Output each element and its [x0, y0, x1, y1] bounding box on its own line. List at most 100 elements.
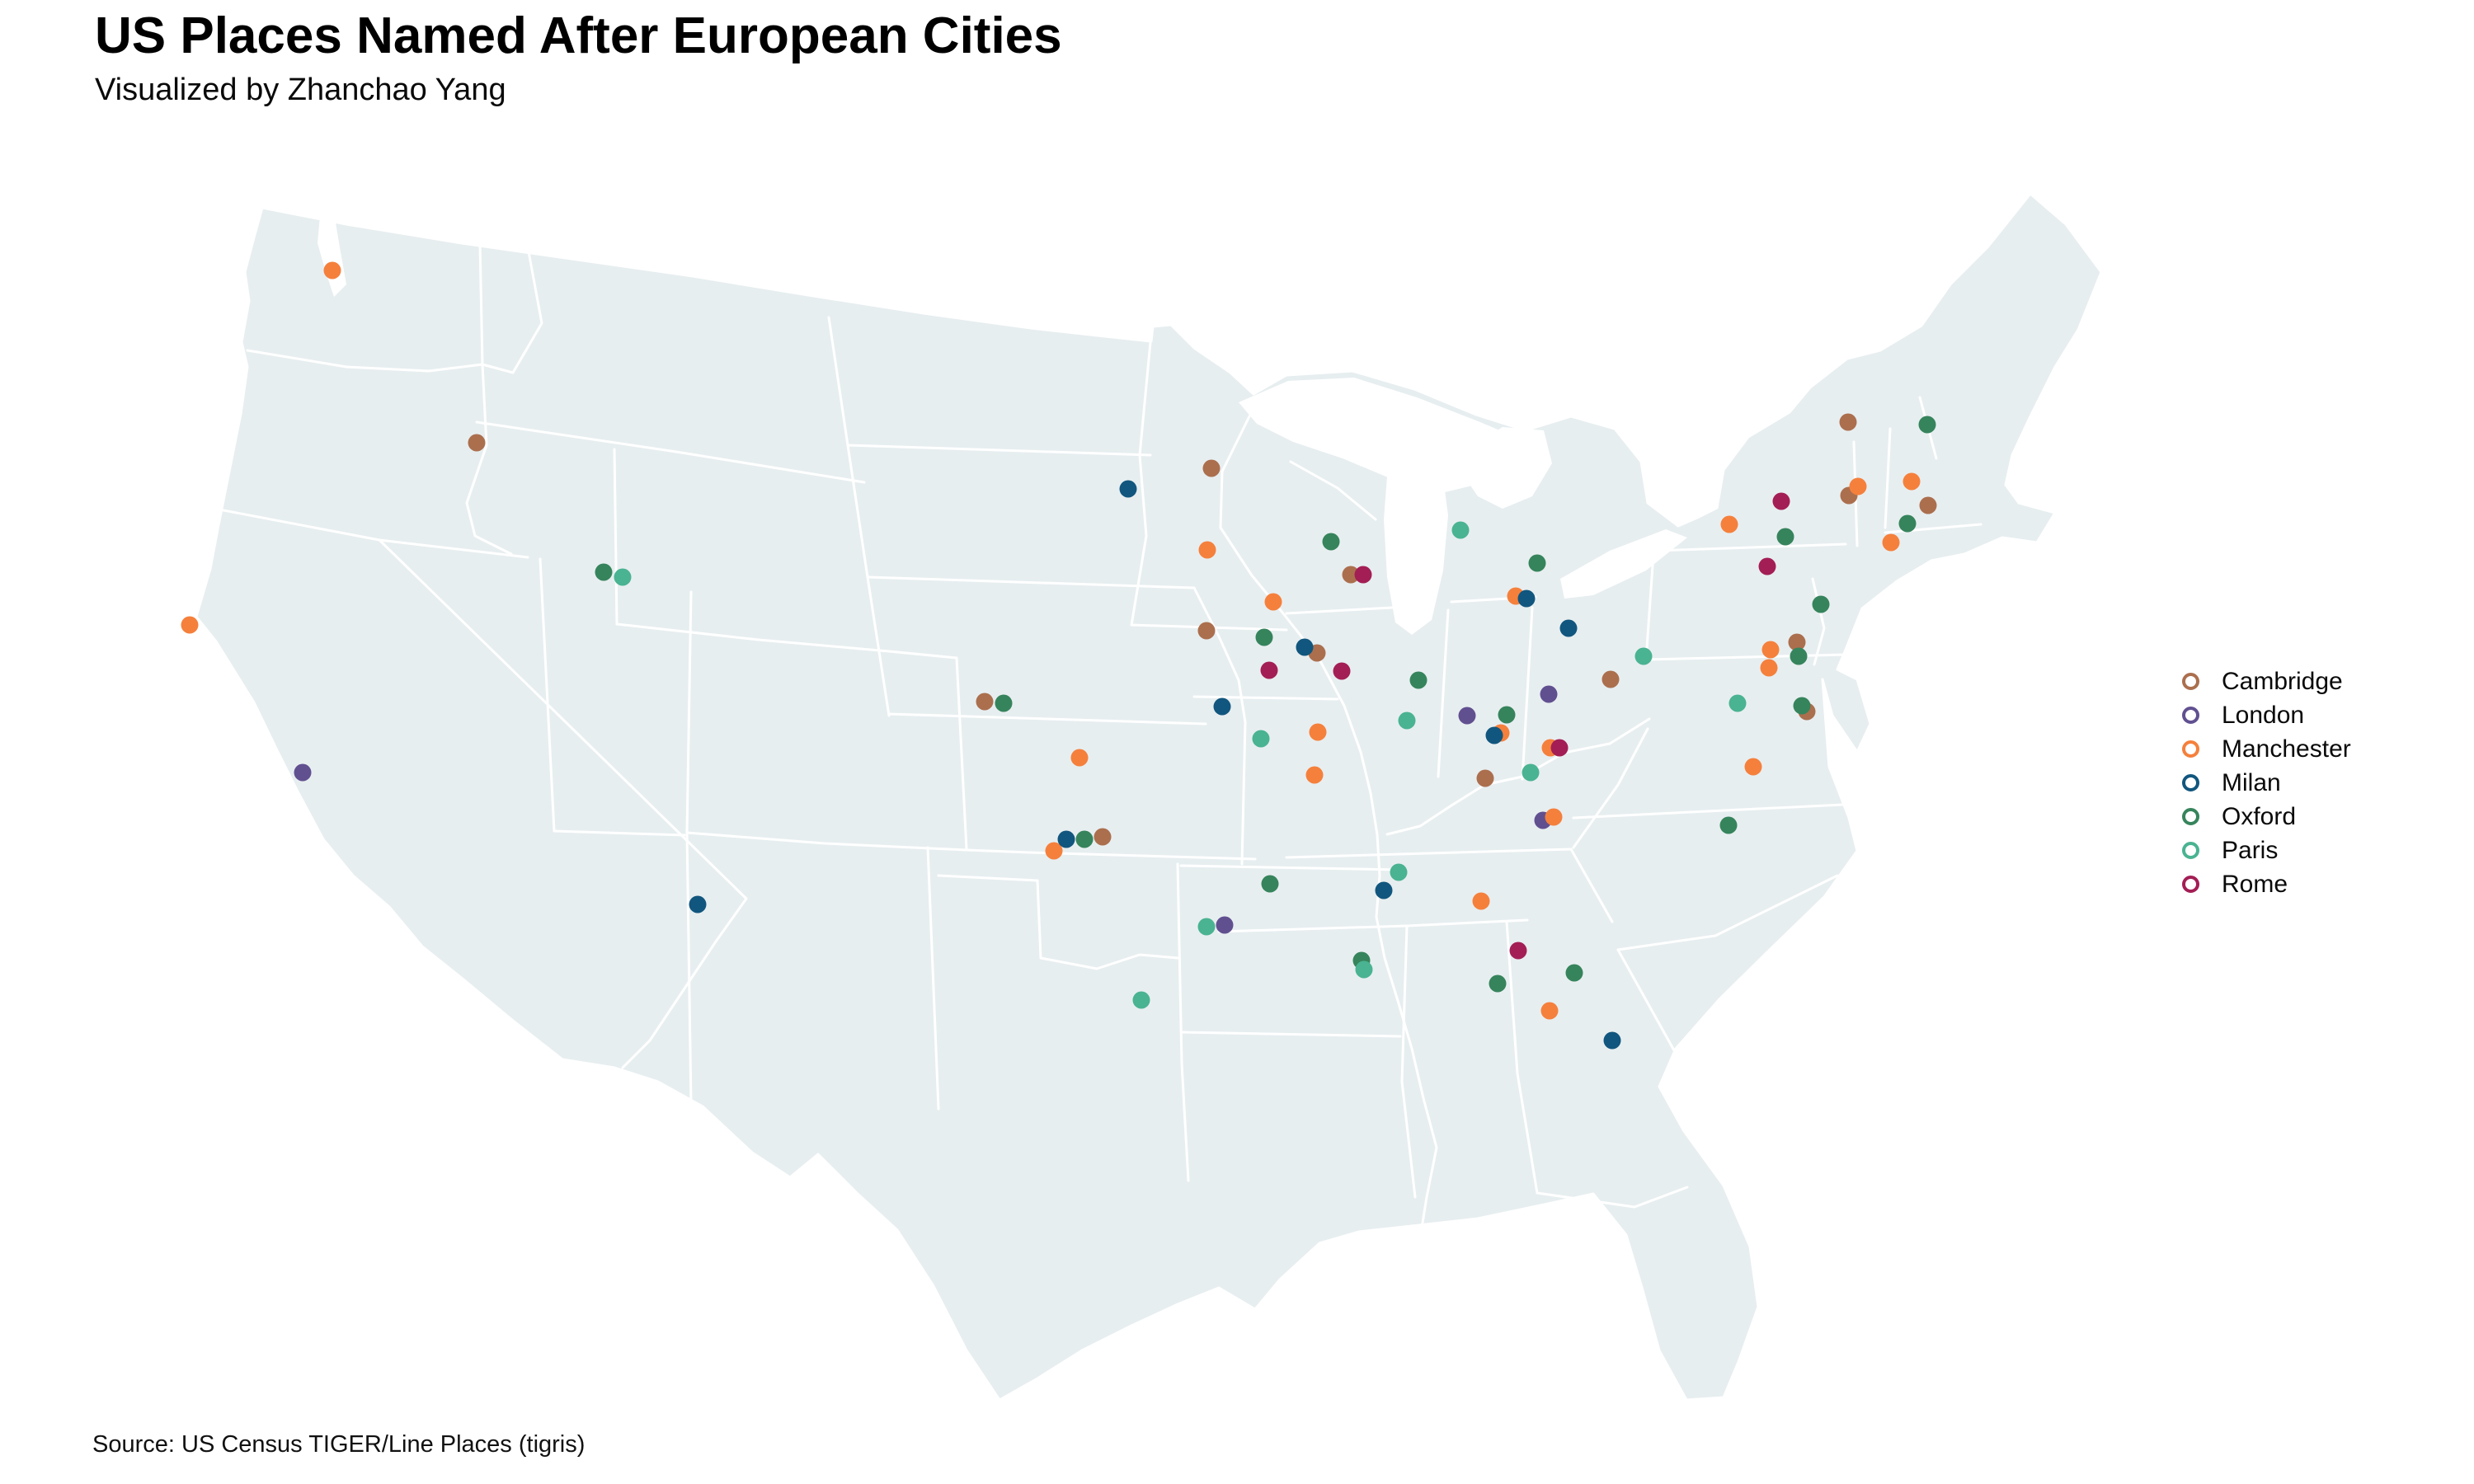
map-dot-milan — [1213, 697, 1231, 716]
map-dot-paris — [1252, 730, 1270, 748]
map-dot-milan — [1603, 1031, 1621, 1050]
map-dot-cambridge — [1839, 413, 1857, 431]
legend-label: Rome — [2222, 870, 2288, 898]
legend-ring-icon — [2182, 673, 2199, 690]
lake-huron — [1461, 427, 1552, 509]
page-subtitle: Visualized by Zhanchao Yang — [95, 73, 506, 107]
map-dot-manchester — [1849, 477, 1867, 495]
us-landmass — [195, 192, 2103, 1402]
map-dot-oxford — [1812, 595, 1830, 613]
map-dot-paris — [1398, 711, 1416, 730]
legend-item-manchester: Manchester — [2182, 732, 2351, 766]
map-dot-oxford — [1528, 554, 1546, 572]
map-dot-manchester — [1264, 593, 1282, 611]
map-dot-oxford — [1918, 416, 1936, 434]
legend-ring-icon — [2182, 876, 2199, 893]
map-dot-rome — [1772, 492, 1790, 510]
map-dot-cambridge — [1202, 459, 1221, 477]
legend-label: Oxford — [2222, 802, 2297, 830]
map-dot-london — [1216, 916, 1234, 934]
map-dot-oxford — [1898, 514, 1917, 533]
map-dot-cambridge — [1342, 566, 1360, 584]
legend-ring-icon — [2182, 842, 2199, 859]
map-dot-oxford — [595, 563, 613, 581]
map-dot-rome — [1260, 661, 1278, 679]
map-dot-milan — [1517, 589, 1536, 608]
map-dot-milan — [1375, 881, 1393, 899]
city-dots-layer — [181, 261, 1937, 1050]
legend-item-oxford: Oxford — [2182, 800, 2351, 834]
map-dot-oxford — [1498, 706, 1516, 724]
map-dot-rome — [1333, 662, 1351, 680]
legend-ring-icon — [2182, 707, 2199, 724]
map-dot-paris — [1132, 991, 1150, 1009]
map-dot-manchester — [1882, 533, 1900, 552]
map-dot-manchester — [1472, 892, 1490, 910]
legend-item-paris: Paris — [2182, 834, 2351, 867]
map-dot-paris — [1390, 863, 1408, 881]
map-dot-paris — [1634, 647, 1653, 665]
map-dot-manchester — [1070, 749, 1089, 767]
map-dot-manchester — [1760, 659, 1778, 677]
map-dot-milan — [1119, 480, 1137, 498]
legend-ring-icon — [2182, 740, 2199, 758]
map-dot-manchester — [1903, 472, 1921, 491]
map-dot-oxford — [1790, 647, 1808, 665]
map-dot-london — [294, 763, 312, 782]
map-dot-cambridge — [1476, 769, 1494, 787]
map-dot-manchester — [1761, 641, 1780, 659]
map-dot-milan — [1296, 638, 1314, 656]
lake-michigan — [1384, 447, 1448, 635]
map-dot-paris — [614, 568, 632, 586]
map-dot-cambridge — [468, 434, 486, 452]
map-dot-oxford — [1776, 528, 1794, 546]
map-dot-manchester — [181, 616, 199, 634]
legend-label: Milan — [2222, 768, 2281, 796]
puget-sound — [317, 213, 346, 297]
map-dot-cambridge — [1197, 622, 1216, 640]
map-dot-manchester — [323, 261, 341, 279]
source-caption: Source: US Census TIGER/Line Places (tig… — [92, 1431, 586, 1458]
great-lakes — [317, 213, 1803, 635]
map-dot-oxford — [1322, 533, 1340, 551]
map-dot-oxford — [1255, 628, 1273, 646]
map-dot-rome — [1758, 557, 1776, 575]
legend-label: London — [2222, 701, 2305, 729]
map-dot-manchester — [1720, 515, 1738, 533]
map-dot-oxford — [1719, 816, 1738, 834]
map-dot-milan — [1559, 619, 1578, 637]
map-dot-manchester — [1198, 541, 1216, 559]
legend-label: Paris — [2222, 836, 2279, 864]
legend: Cambridge London Manchester Milan Oxford Pari… — [2182, 665, 2351, 901]
map-dot-london — [1458, 707, 1476, 725]
map-dot-rome — [1354, 566, 1372, 584]
map-dot-cambridge — [1094, 828, 1112, 846]
map-dot-milan — [1057, 830, 1075, 848]
legend-item-milan: Milan — [2182, 766, 2351, 800]
legend-label: Manchester — [2222, 735, 2351, 763]
map-dot-manchester — [1744, 758, 1762, 776]
map-dot-paris — [1355, 960, 1373, 979]
lake-ontario — [1694, 381, 1803, 430]
legend-item-cambridge: Cambridge — [2182, 665, 2351, 698]
map-dot-manchester — [1545, 808, 1563, 826]
map-dot-oxford — [1565, 964, 1583, 982]
map-dot-rome — [1550, 739, 1569, 757]
map-dot-cambridge — [976, 693, 994, 711]
map-dot-cambridge — [1602, 670, 1620, 688]
map-dot-cambridge — [1788, 633, 1806, 651]
map-dot-oxford — [1409, 671, 1427, 689]
legend-label: Cambridge — [2222, 667, 2343, 695]
map-dot-paris — [1197, 918, 1216, 936]
map-dot-oxford — [1489, 974, 1507, 993]
map-dot-paris — [1729, 694, 1747, 712]
map-dot-paris — [1451, 521, 1470, 539]
map-dot-oxford — [1793, 697, 1811, 715]
legend-item-london: London — [2182, 698, 2351, 732]
lake-superior — [1239, 378, 1530, 493]
map-dot-paris — [1522, 763, 1540, 782]
map-dot-london — [1540, 685, 1558, 703]
map-dot-oxford — [995, 694, 1013, 712]
legend-ring-icon — [2182, 774, 2199, 791]
